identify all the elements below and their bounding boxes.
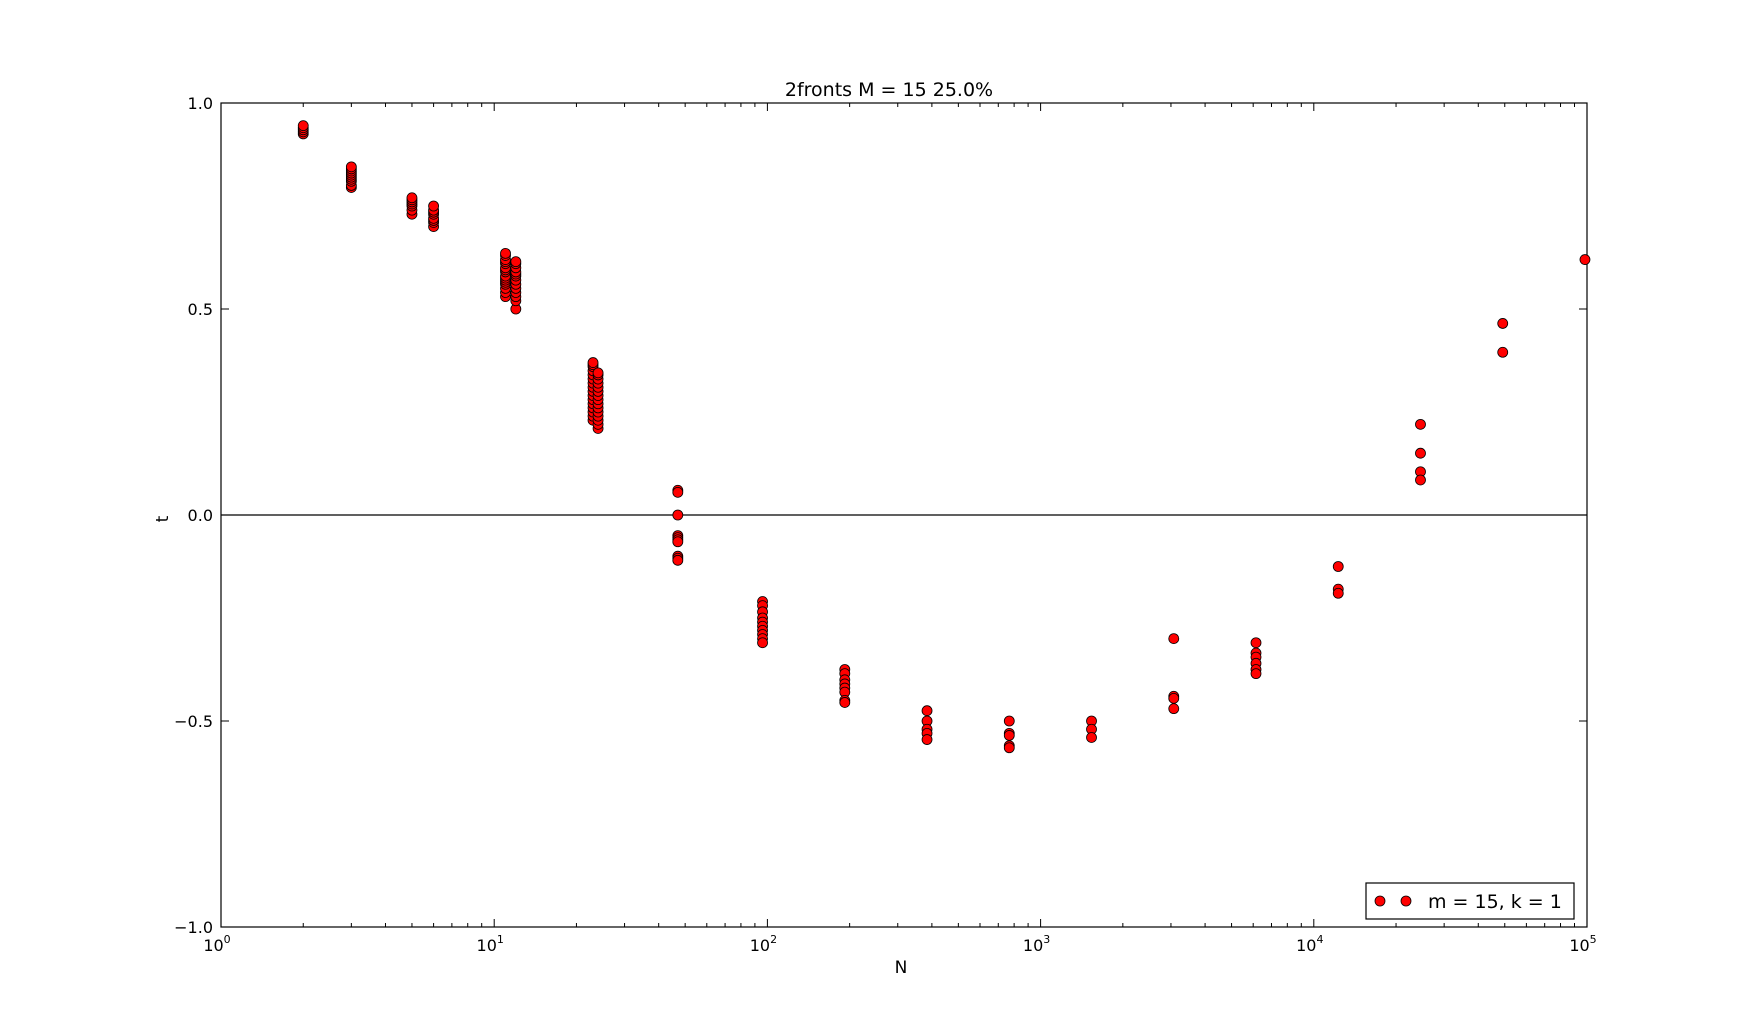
data-point	[297, 120, 309, 132]
data-point	[1003, 715, 1015, 727]
data-point	[592, 367, 604, 379]
data-point	[1250, 637, 1262, 649]
legend-label: m = 15, k = 1	[1428, 891, 1562, 913]
x-tick-label: 104	[1296, 933, 1323, 955]
data-point	[500, 247, 511, 259]
x-tick-label: 103	[1023, 933, 1050, 955]
data-point	[672, 554, 684, 566]
y-tick-label: 1.0	[188, 94, 213, 113]
x-axis-label: N	[895, 958, 908, 978]
legend-marker	[1400, 895, 1412, 907]
data-point	[921, 705, 933, 717]
x-tick-label: 105	[1569, 933, 1596, 955]
x-tick-label: 100	[203, 933, 230, 955]
legend-marker	[1374, 895, 1386, 907]
data-point	[1003, 730, 1015, 741]
data-point	[510, 256, 522, 268]
data-point	[1497, 318, 1509, 329]
chart-title: 2fronts M = 15 25.0%	[785, 79, 993, 101]
legend: m = 15, k = 1	[1365, 882, 1575, 920]
data-point	[1579, 254, 1591, 265]
y-axis-label: t	[153, 515, 173, 522]
data-point	[1332, 561, 1344, 572]
data-point	[672, 486, 684, 498]
data-point	[1497, 346, 1509, 358]
y-tick-label: −1.0	[174, 918, 213, 937]
data-point	[921, 734, 933, 745]
data-point	[672, 536, 684, 548]
y-tick-label: −0.5	[174, 712, 213, 731]
data-point	[1168, 692, 1180, 704]
data-point	[1415, 418, 1426, 430]
data-point	[1250, 668, 1262, 680]
data-point	[428, 200, 439, 212]
data-point	[1332, 587, 1344, 599]
data-point	[672, 509, 684, 521]
data-point	[1168, 703, 1180, 715]
data-point	[587, 357, 599, 368]
x-tick-label: 101	[477, 933, 504, 955]
data-point	[1003, 742, 1015, 754]
legend-box	[1365, 882, 1575, 920]
data-point	[1415, 474, 1426, 486]
data-point	[406, 192, 418, 204]
y-tick-label: 0.0	[188, 506, 213, 525]
data-point	[839, 697, 851, 708]
data-point	[1415, 447, 1426, 459]
x-tick-label: 102	[750, 933, 777, 955]
y-tick-label: 0.5	[188, 300, 213, 319]
data-point	[1168, 633, 1180, 644]
data-point	[757, 637, 768, 649]
data-point	[1086, 732, 1097, 743]
data-point	[345, 161, 357, 173]
